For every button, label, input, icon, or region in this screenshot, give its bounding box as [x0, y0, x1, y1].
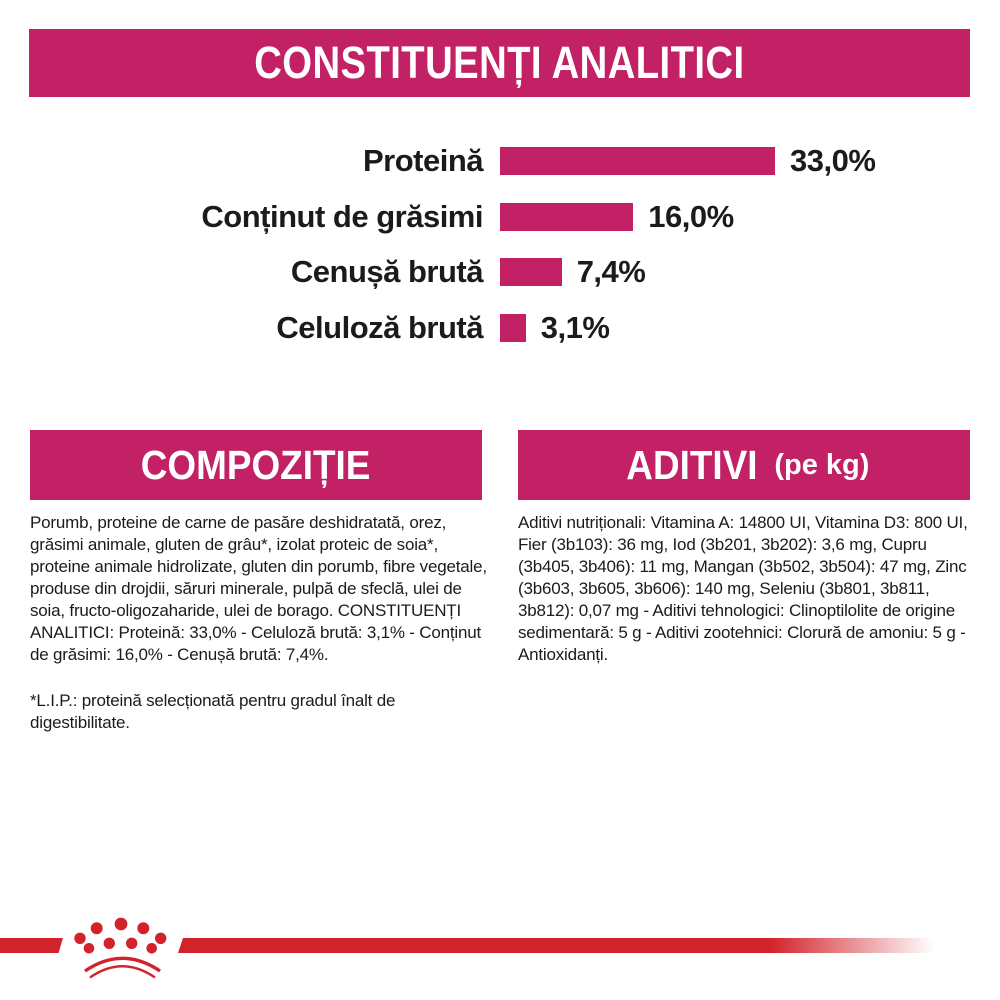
crown-paw-logo-icon	[74, 917, 167, 979]
crown-dots	[74, 917, 167, 954]
composition-banner: COMPOZIȚIE	[30, 430, 482, 500]
bar	[500, 258, 562, 286]
analytical-constituents-bar-chart: Proteină 33,0% Conținut de grăsimi 16,0%…	[0, 143, 1000, 345]
composition-column: Porumb, proteine de carne de pasăre desh…	[30, 512, 490, 734]
additives-column: Aditivi nutriționali: Vitamina A: 14800 …	[518, 512, 973, 666]
bar-category-label: Conținut de grăsimi	[201, 198, 483, 234]
footer-stripe-right	[178, 938, 1000, 953]
bar	[500, 202, 634, 231]
additives-title: ADITIVI	[625, 441, 758, 488]
bar-category-label: Cenușă brută	[290, 254, 484, 289]
crown-arcs	[84, 956, 161, 979]
additives-title-suffix: (pe kg)	[774, 448, 870, 481]
bar-value-label: 3,1%	[540, 309, 610, 345]
bar	[500, 313, 526, 342]
chart-row: Celuloză brută 3,1%	[0, 310, 1000, 345]
bar-value-label: 33,0%	[790, 143, 876, 178]
bar-category-label: Celuloză brută	[276, 309, 483, 345]
lip-footnote: *L.I.P.: proteină selecționată pentru gr…	[30, 691, 396, 732]
chart-row: Conținut de grăsimi 16,0%	[0, 199, 1000, 234]
header-banner: CONSTITUENȚI ANALITICI	[29, 29, 970, 97]
bar	[500, 147, 775, 175]
chart-row: Cenușă brută 7,4%	[0, 254, 1000, 289]
additives-banner: ADITIVI (pe kg)	[518, 430, 970, 500]
bar-category-label: Proteină	[362, 143, 484, 178]
composition-body: Porumb, proteine de carne de pasăre desh…	[30, 513, 487, 664]
additives-body: Aditivi nutriționali: Vitamina A: 14800 …	[518, 513, 968, 664]
composition-title: COMPOZIȚIE	[141, 441, 371, 488]
chart-row: Proteină 33,0%	[0, 143, 1000, 178]
bar-value-label: 16,0%	[648, 198, 734, 234]
page-title: CONSTITUENȚI ANALITICI	[254, 37, 745, 88]
footer-stripe-left	[0, 938, 63, 953]
bar-value-label: 7,4%	[576, 254, 646, 289]
